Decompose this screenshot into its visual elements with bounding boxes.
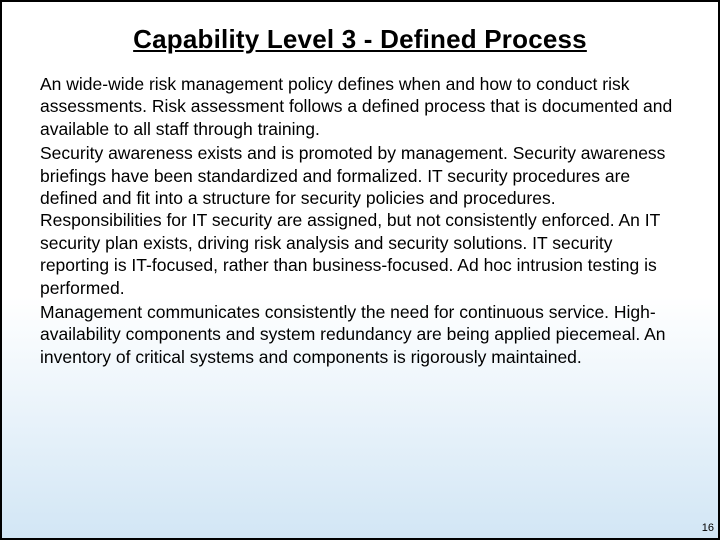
- slide-title: Capability Level 3 - Defined Process: [40, 24, 680, 55]
- slide-body: An wide-wide risk management policy defi…: [40, 73, 680, 368]
- paragraph: Security awareness exists and is promote…: [40, 142, 680, 299]
- paragraph: Management communicates consistently the…: [40, 301, 680, 368]
- slide-container: Capability Level 3 - Defined Process An …: [0, 0, 720, 540]
- paragraph: An wide-wide risk management policy defi…: [40, 73, 680, 140]
- page-number: 16: [702, 522, 714, 534]
